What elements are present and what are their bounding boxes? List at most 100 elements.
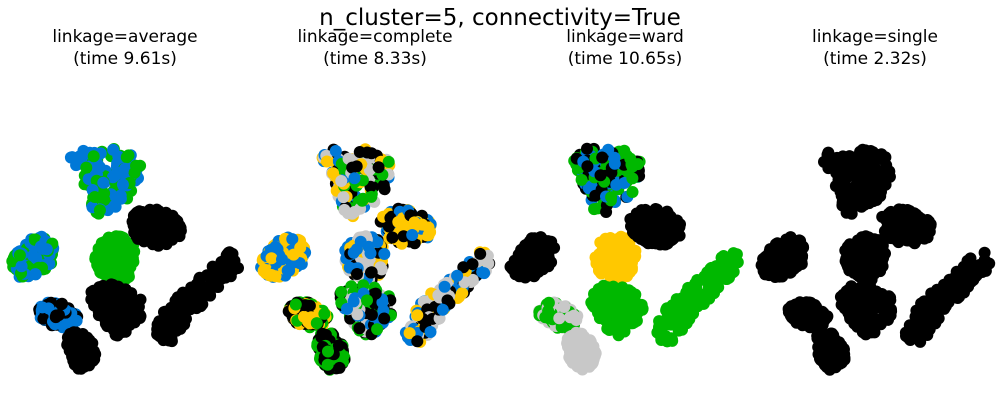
scatter-point [121,295,134,308]
scatter-point [966,273,979,286]
scatter-point [679,311,691,324]
scatter-point [822,160,835,172]
scatter-point [786,248,799,261]
panel-ward: linkage=ward (time 10.65s) [500,26,750,400]
scatter-point [823,363,836,376]
scatter-point [617,237,630,250]
scatter-point [322,345,334,358]
scatter-plot-ward [504,142,744,376]
scatter-point [204,289,217,302]
scatter-point [153,315,166,328]
scatter-point [614,270,627,283]
scatter-point [70,326,82,339]
scatter-point [823,149,836,162]
scatter-point [37,312,50,325]
scatter-point [160,214,173,227]
scatter-point [397,217,410,230]
scatter-point [857,238,870,251]
scatter-point [365,190,378,203]
scatter-point [901,221,914,234]
scatter-point [176,315,189,328]
scatter-point [655,319,668,332]
scatter-point [372,161,385,174]
scatter-point [36,301,49,314]
scatter-point [663,218,676,231]
scatter-point [271,243,284,256]
scatter-point [665,332,678,345]
scatter-point [626,317,639,330]
scatter-point [118,268,131,281]
scatter-point [598,289,610,302]
scatter-point [97,279,109,292]
scatter-point [166,309,179,322]
scatter-point [466,258,479,271]
scatter-point [403,327,416,340]
scatter-point [608,319,621,332]
scatter-point [610,178,623,191]
scatter-point [110,321,123,334]
scatter-point [474,247,487,260]
panel-title: linkage=complete (time 8.33s) [250,26,500,70]
panel-title: linkage=average (time 9.61s) [0,26,250,70]
scatter-point [877,300,890,312]
scatter-point [609,254,622,267]
panel-title-line2: (time 9.61s) [73,49,177,69]
scatter-point [957,278,970,291]
scatter-point [98,292,111,304]
scatter-point [120,259,133,271]
scatter-point [871,315,884,328]
scatter-point [196,298,209,311]
scatter-point [88,191,101,203]
scatter-point [608,157,621,170]
scatter-point [15,260,28,273]
scatter-point [663,306,676,319]
scatter-point [139,211,152,224]
scatter-point [114,306,127,319]
scatter-point [424,326,437,338]
scatter-point [516,266,528,279]
scatter-point [927,288,940,301]
scatter-point [625,158,638,171]
scatter-point [386,231,399,244]
scatter-point [581,142,593,155]
scatter-point [87,150,100,163]
panel-title-line1: linkage=single [811,27,938,47]
scatter-point [114,192,127,205]
scatter-point [627,213,639,226]
scatter-point [289,298,302,311]
panel-complete: linkage=complete (time 8.33s) [250,26,500,400]
scatter-point [353,322,366,335]
scatter-point [757,253,770,265]
scatter-point [310,317,323,330]
scatter-point [353,146,366,158]
panel-title-line2: (time 8.33s) [323,49,427,69]
scatter-point [855,286,868,299]
scatter-point [378,312,391,325]
scatter-point [369,287,382,300]
scatter-point [335,175,348,187]
scatter-point [286,233,299,246]
scatter-point [840,191,853,204]
scatter-point [576,335,589,348]
scatter-point [171,291,184,304]
scatter-point [411,309,424,322]
scatter-point [103,231,116,244]
scatter-point [152,205,165,218]
scatter-point [52,309,65,321]
scatter-point [800,302,813,314]
scatter-point [130,159,142,172]
scatter-point [939,300,952,313]
scatter-point [575,173,588,186]
scatter-point [70,354,83,367]
scatter-point [680,286,693,299]
scatter-point [93,161,106,173]
scatter-point [29,268,42,281]
scatter-point [91,252,104,265]
scatter-point [864,303,877,316]
scatter-point [60,318,73,331]
panel-average: linkage=average (time 9.61s) [0,26,250,400]
scatter-point [904,334,917,346]
scatter-plot-complete [255,143,496,376]
scatter-point [424,226,437,239]
